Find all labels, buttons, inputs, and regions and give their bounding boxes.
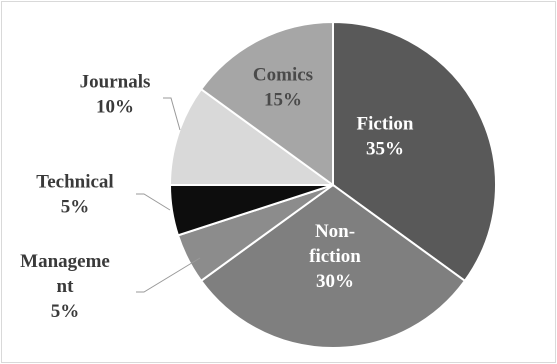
data-label-non-fiction: Non-fiction 30% — [309, 221, 361, 292]
data-label-line: Comics — [253, 65, 313, 86]
data-label-line: 15% — [264, 90, 302, 111]
pie-slice-non-fiction — [199, 183, 467, 349]
data-label-line: 35% — [366, 139, 404, 160]
leader-lines — [136, 97, 201, 293]
data-label-management: Manageme nt 5% — [20, 251, 110, 322]
pie-slice-comics — [199, 20, 334, 187]
pie-slice-fiction — [332, 20, 497, 283]
data-label-line: 30% — [316, 271, 354, 292]
data-label-technical: Technical 5% — [36, 172, 113, 218]
data-label-journals: Journals 10% — [80, 72, 151, 118]
data-label-line: nt — [57, 276, 75, 297]
data-labels: Fiction 35%Non-fiction 30%Manageme nt 5%Tech… — [20, 65, 414, 323]
data-label-line: Fiction — [357, 114, 414, 135]
data-label-line: Non- — [315, 221, 355, 242]
data-label-line: 5% — [51, 301, 80, 322]
data-label-fiction: Fiction 35% — [357, 114, 414, 160]
data-label-line: 5% — [61, 197, 90, 218]
data-label-line: Manageme — [20, 251, 110, 272]
data-label-line: 10% — [96, 97, 134, 118]
leader-line-journals — [163, 97, 181, 131]
data-label-line: Journals — [80, 72, 151, 93]
pie-slices — [168, 20, 497, 349]
pie-slice-journals — [168, 87, 337, 186]
leader-line-technical — [136, 193, 171, 211]
data-label-line: fiction — [309, 246, 361, 267]
data-label-comics: Comics 15% — [253, 65, 313, 111]
leader-line-management — [136, 257, 201, 293]
data-label-line: Technical — [36, 172, 113, 193]
